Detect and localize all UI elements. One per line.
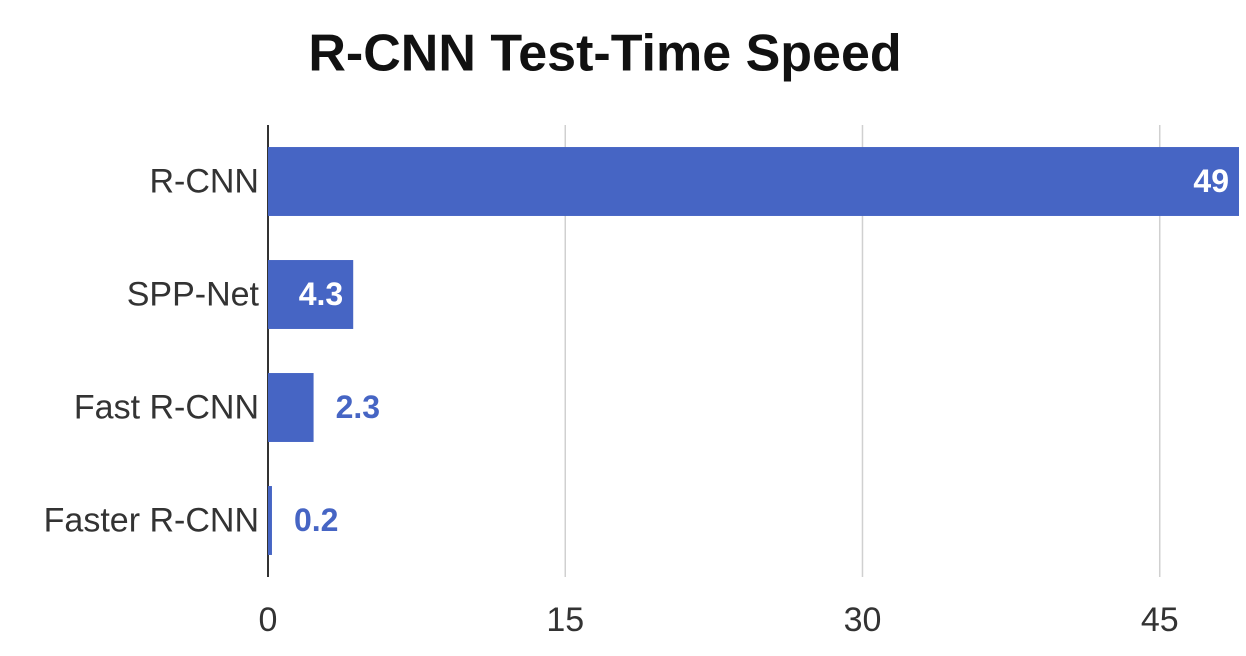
bar (268, 486, 272, 555)
data-label: 2.3 (336, 389, 380, 425)
bar (268, 373, 314, 442)
x-tick-label: 0 (259, 601, 278, 639)
x-tick-label: 45 (1141, 601, 1179, 639)
data-label: 49 (1193, 163, 1229, 199)
chart-title: R-CNN Test-Time Speed (308, 25, 901, 83)
x-tick-label: 15 (546, 601, 584, 639)
bar (268, 147, 1239, 216)
bar (268, 260, 354, 329)
y-tick-label: R-CNN (149, 162, 259, 200)
y-tick-label: Fast R-CNN (74, 388, 259, 426)
y-tick-label: Faster R-CNN (44, 501, 259, 539)
data-label: 0.2 (294, 502, 338, 538)
data-label: 4.3 (299, 276, 343, 312)
y-tick-label: SPP-Net (127, 275, 260, 313)
x-tick-label: 30 (844, 601, 882, 639)
